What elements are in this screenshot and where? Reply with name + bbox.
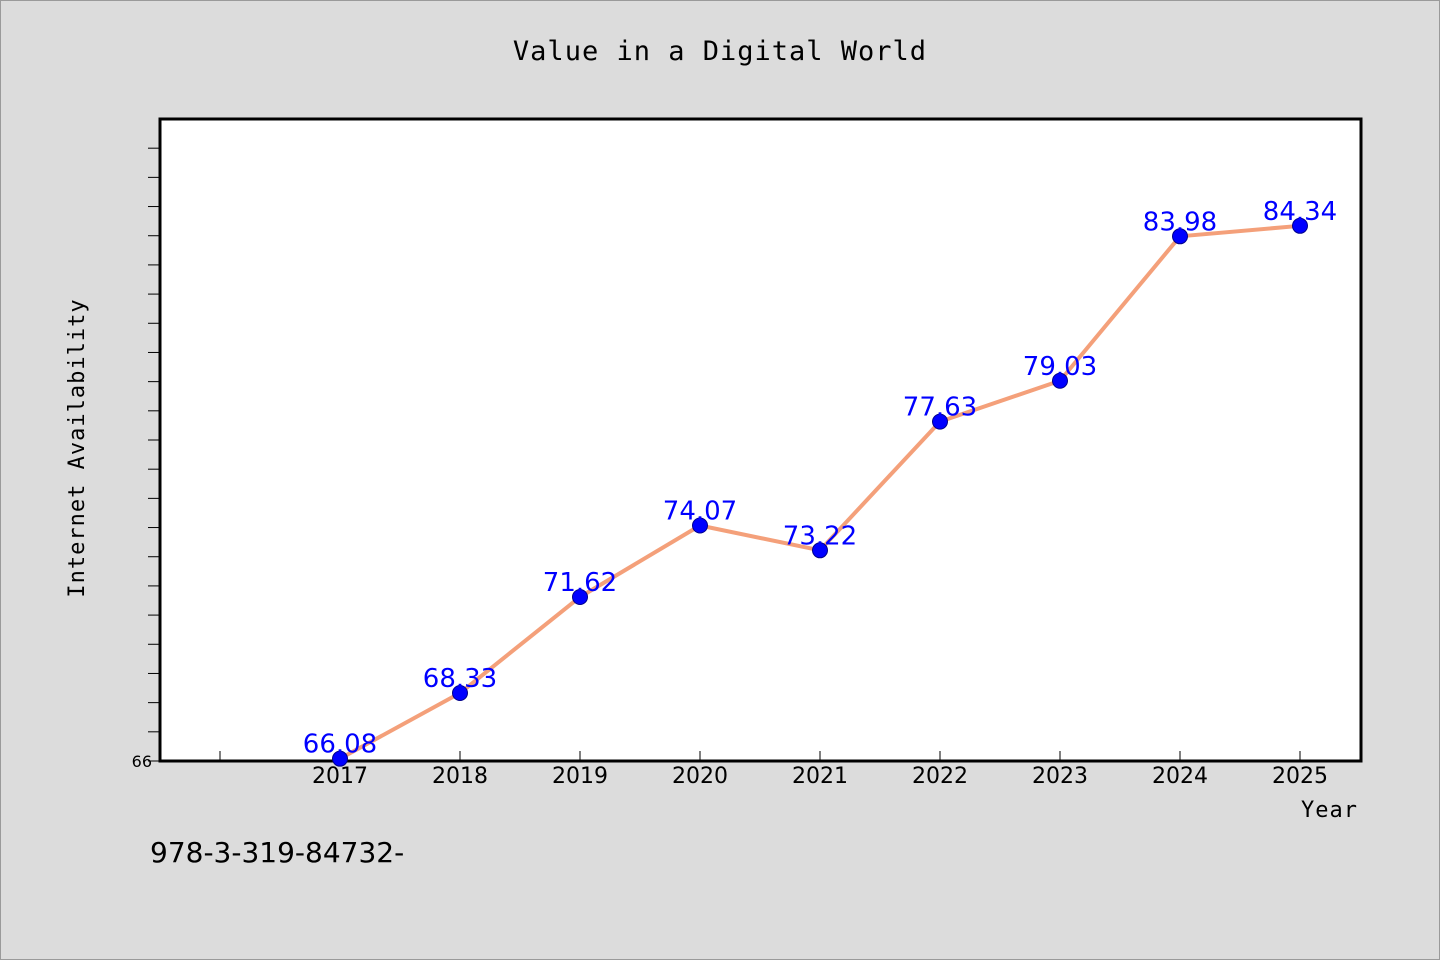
x-tick-label: 2020 (672, 764, 728, 789)
data-label: 68.33 (423, 664, 497, 694)
data-point (692, 517, 708, 534)
data-point (332, 750, 348, 767)
x-tick-label: 2024 (1152, 764, 1208, 789)
x-tick-label: 2018 (432, 764, 488, 789)
x-tick-label: 2021 (792, 764, 848, 789)
data-point (1292, 217, 1308, 234)
x-tick-label: 2025 (1272, 764, 1328, 789)
x-tick-label: 2017 (312, 764, 368, 789)
data-label: 66.08 (303, 730, 377, 760)
series-layer: 66.08 68.33 71.62 74.07 73.22 77.63 79.03 83.98… (303, 197, 1337, 767)
data-point (812, 542, 828, 559)
footer-isbn-text: 978-3-319-84732- (150, 836, 404, 869)
chart-title: Value in a Digital World (513, 36, 927, 67)
data-label: 84.34 (1263, 197, 1337, 227)
data-label: 77.63 (903, 393, 977, 423)
x-tick-label: 2023 (1032, 764, 1088, 789)
data-point (572, 588, 588, 605)
data-label: 73.22 (783, 521, 857, 551)
data-point (1172, 228, 1188, 245)
data-label: 79.03 (1023, 352, 1097, 382)
x-axis-ticks: 2017 2018 2019 2020 2021 2022 2023 2024 2025 (219, 751, 1328, 789)
data-point (452, 685, 468, 702)
data-point (1052, 372, 1068, 389)
x-tick-label: 2019 (552, 764, 608, 789)
data-label: 83.98 (1143, 207, 1217, 237)
data-label: 74.07 (663, 497, 737, 527)
x-tick-label: 2022 (912, 764, 968, 789)
y-tick-label: 66 (132, 752, 152, 771)
plot-area (158, 117, 1363, 763)
y-axis-label: Internet Availability (65, 298, 90, 597)
data-point (932, 413, 948, 430)
x-axis-label: Year (1301, 798, 1358, 823)
y-axis-ticks: 66 (132, 147, 160, 771)
data-label: 71.62 (543, 568, 617, 598)
